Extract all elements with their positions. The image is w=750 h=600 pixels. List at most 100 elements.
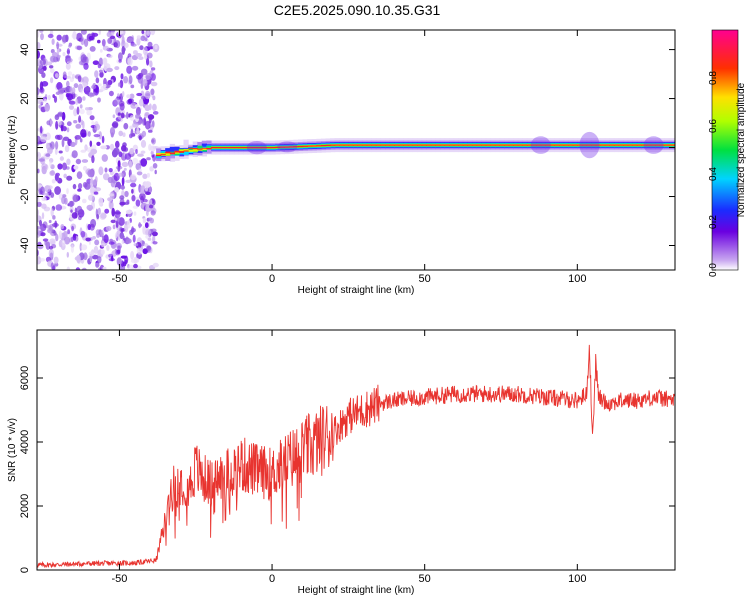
noise-speckle: [80, 54, 87, 63]
noise-speckle: [117, 166, 121, 172]
noise-speckle: [110, 219, 116, 224]
ridge-cell: [508, 144, 514, 146]
noise-speckle: [90, 177, 94, 187]
ridge-cell: [362, 144, 368, 146]
noise-speckle: [142, 198, 148, 203]
ridge-cell: [197, 145, 203, 150]
ridge-cell: [417, 144, 423, 146]
noise-speckle: [54, 114, 60, 121]
noise-speckle: [128, 160, 133, 170]
noise-speckle: [111, 149, 118, 158]
noise-speckle: [142, 173, 148, 179]
noise-speckle: [37, 87, 40, 96]
ridge-cell: [623, 144, 629, 146]
ridge-cell: [490, 144, 496, 146]
ridge-cell: [398, 144, 404, 146]
ridge-cell: [577, 144, 583, 146]
noise-speckle: [70, 244, 74, 253]
noise-speckle: [71, 73, 75, 79]
noise-speckle: [123, 122, 129, 130]
noise-speckle: [108, 90, 114, 97]
noise-speckle: [118, 59, 122, 63]
ridge-cell: [467, 144, 473, 146]
ridge-cell: [270, 147, 276, 149]
noise-speckle: [128, 75, 133, 85]
noise-speckle: [98, 131, 102, 140]
noise-speckle: [89, 140, 93, 147]
noise-speckle: [142, 46, 148, 56]
noise-speckle: [106, 67, 113, 73]
noise-speckle: [103, 173, 110, 181]
noise-speckle: [94, 239, 100, 246]
noise-speckle: [62, 162, 67, 171]
noise-speckle: [64, 145, 70, 153]
noise-speckle: [125, 209, 133, 214]
ridge-cell: [453, 144, 459, 146]
noise-speckle: [72, 233, 77, 241]
spectrogram-xtick-label: 0: [269, 273, 275, 285]
noise-speckle: [135, 113, 141, 119]
noise-speckle: [142, 217, 147, 224]
noise-speckle: [132, 234, 136, 243]
noise-speckle: [145, 120, 151, 130]
noise-speckle: [126, 111, 129, 120]
snr-frame: [36, 329, 676, 571]
noise-speckle: [71, 225, 74, 232]
noise-speckle: [83, 62, 89, 70]
noise-speckle: [84, 86, 91, 91]
noise-speckle: [73, 120, 78, 124]
noise-speckle: [100, 213, 107, 219]
colorbar: 0.0 0.2 0.4 0.6 0.8 Normalized spectral ampl…: [708, 29, 747, 277]
noise-speckle: [70, 141, 76, 147]
ridge-cell: [302, 145, 308, 147]
ridge-cell: [169, 147, 175, 156]
spectrogram-axes: -50 0 50 100 -40 -20 0 20 40: [19, 30, 675, 285]
ridge-cell: [385, 144, 391, 146]
noise-speckle: [83, 252, 88, 261]
noise-speckle: [54, 220, 58, 229]
ridge-cell: [348, 144, 354, 146]
noise-speckle: [130, 84, 135, 89]
noise-speckle: [135, 106, 141, 116]
ridge-cell: [650, 144, 656, 146]
noise-speckle: [140, 139, 147, 148]
snr-panel: -50 0 50 100 0 2000 4000 6000 Height of straigh…: [7, 329, 676, 596]
noise-speckle: [119, 93, 123, 102]
ridge-cell: [412, 144, 418, 146]
ridge-cell: [279, 146, 285, 148]
noise-speckle: [53, 256, 59, 264]
noise-speckle: [41, 163, 48, 170]
ridge-cell: [646, 144, 652, 146]
noise-speckle: [62, 136, 70, 141]
ridge-cell: [531, 144, 537, 146]
noise-speckle: [55, 204, 63, 211]
noise-speckle: [147, 237, 152, 241]
noise-speckle: [135, 199, 141, 207]
noise-speckle: [78, 115, 82, 123]
ridge-cell: [485, 144, 491, 146]
ridge-cell: [407, 144, 414, 146]
noise-speckle: [48, 219, 52, 224]
noise-speckle: [103, 77, 107, 86]
noise-speckle: [45, 225, 52, 229]
noise-speckle: [73, 165, 79, 170]
noise-speckle: [82, 96, 86, 101]
noise-speckle: [102, 45, 109, 51]
spectrogram-xtick-label: 50: [419, 273, 431, 285]
noise-speckle: [140, 150, 146, 154]
noise-speckle: [79, 138, 83, 143]
noise-speckle: [94, 123, 101, 131]
noise-speckle: [84, 144, 88, 151]
noise-speckle: [142, 79, 148, 87]
ridge-cell: [275, 146, 281, 148]
noise-speckle: [131, 188, 134, 194]
noise-speckle: [50, 262, 55, 270]
noise-speckle: [95, 229, 101, 236]
noise-speckle: [89, 115, 95, 121]
noise-speckle: [93, 191, 99, 195]
noise-speckle: [150, 88, 155, 96]
ridge-cell: [613, 144, 620, 146]
ridge-cell: [389, 144, 395, 146]
ridge-cell: [581, 144, 588, 146]
